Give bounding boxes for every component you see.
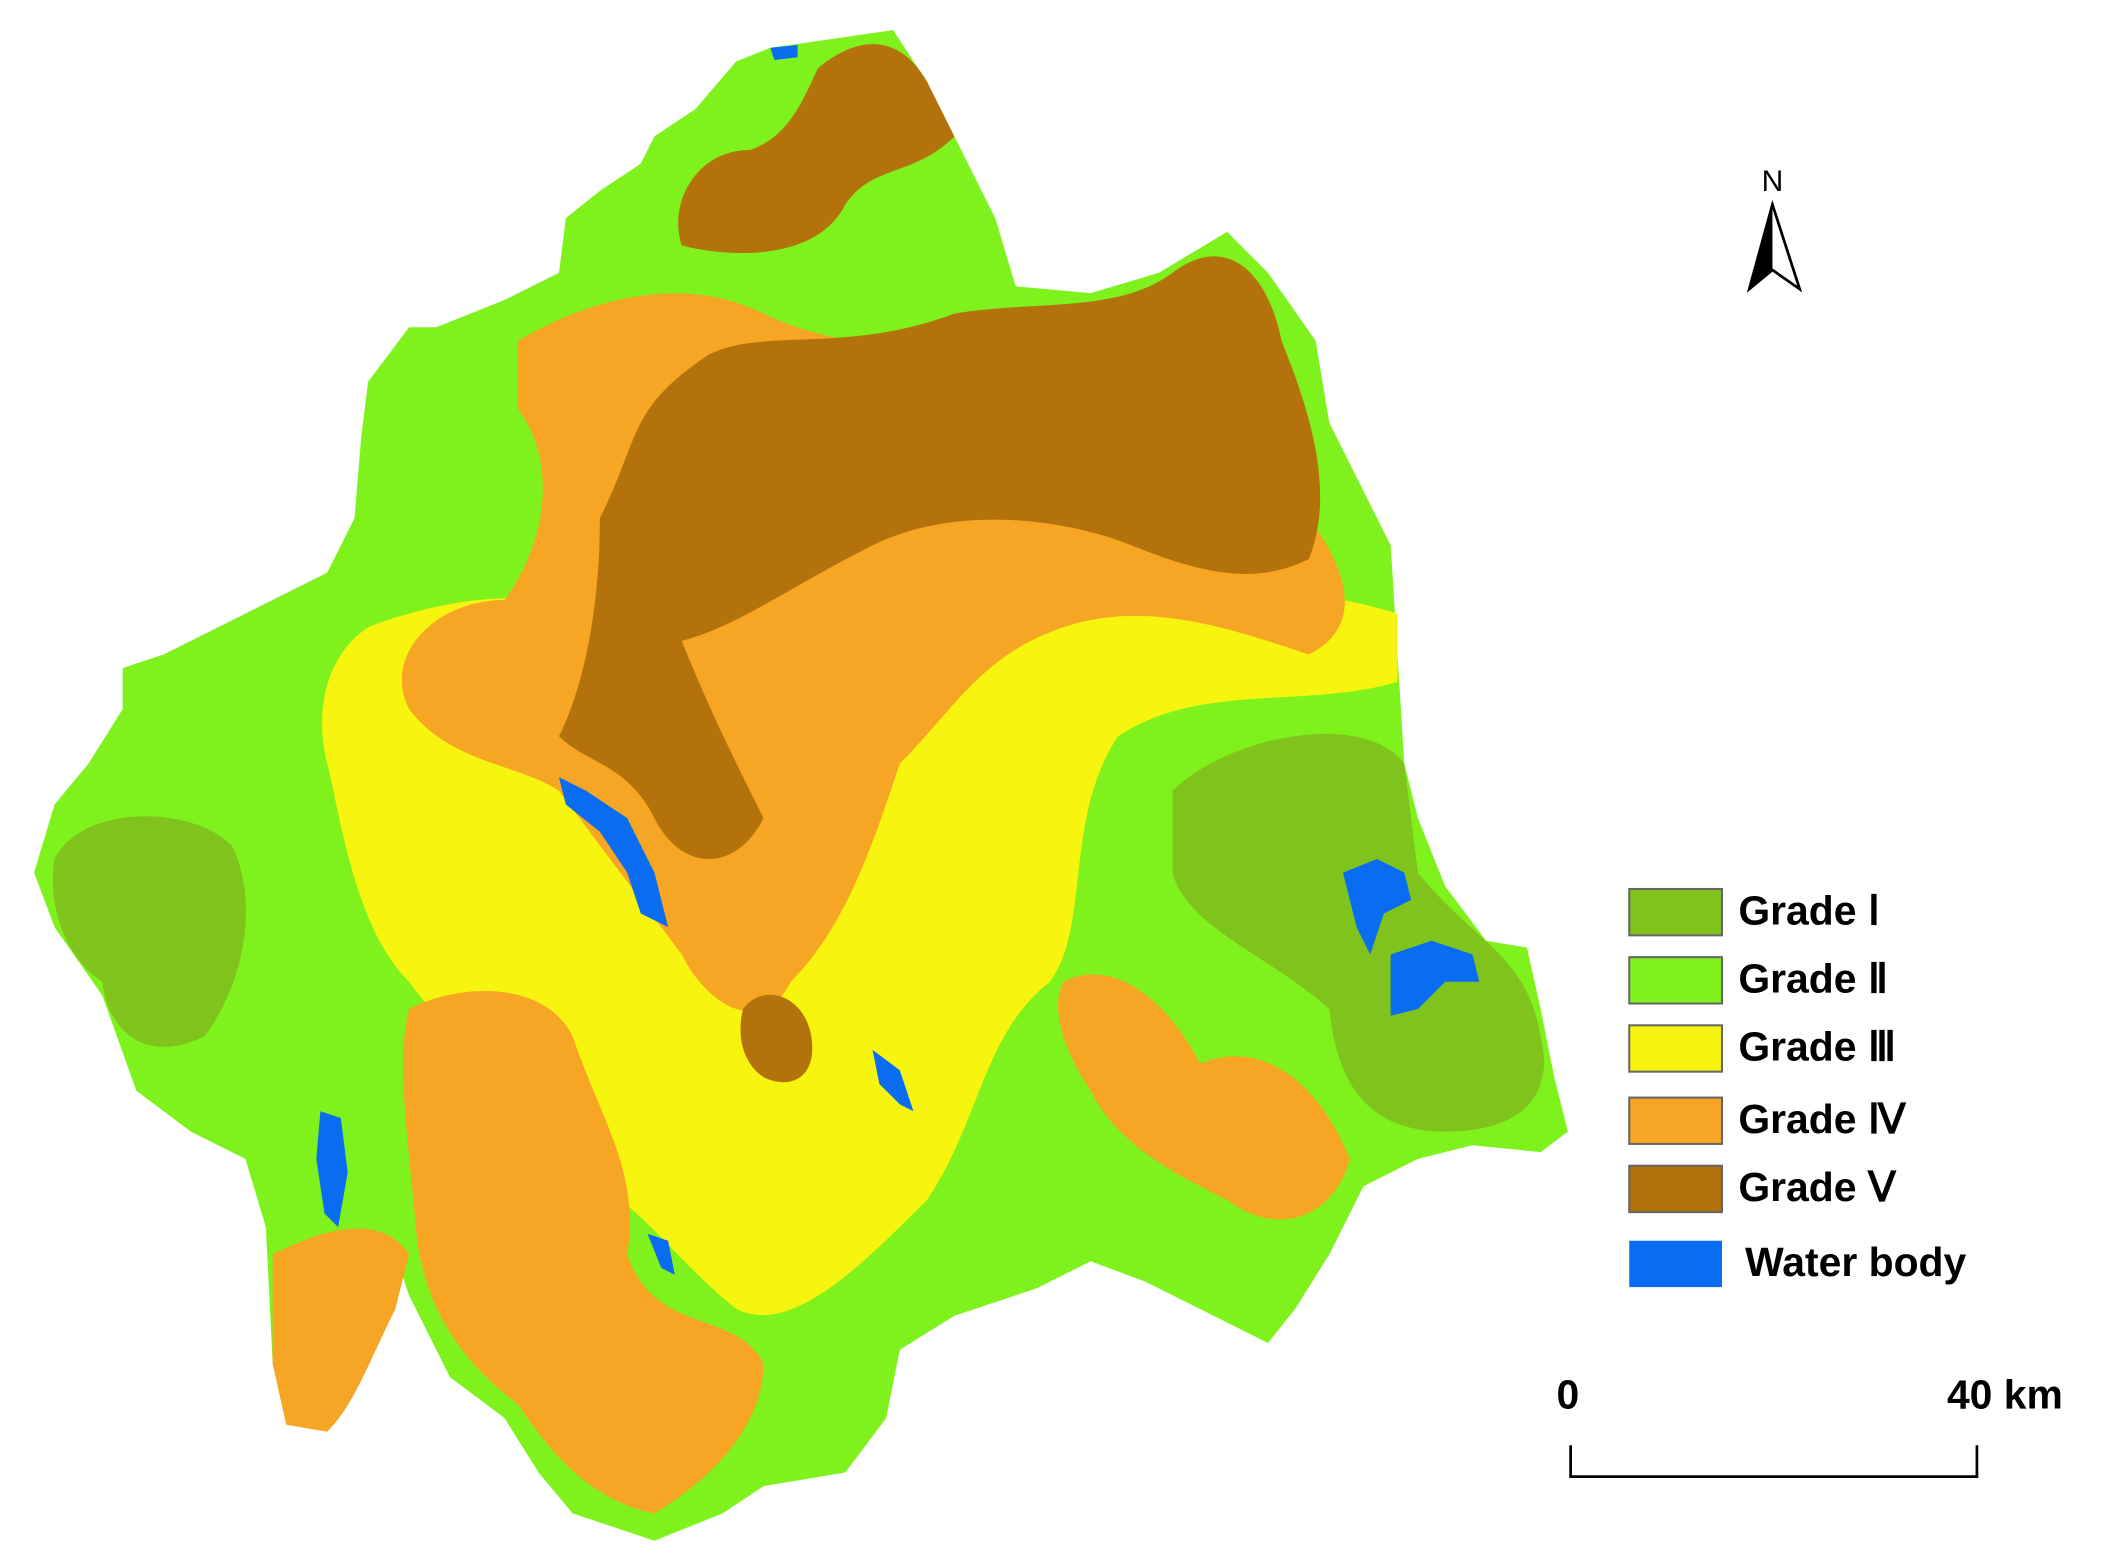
- region-grade-5: [740, 994, 813, 1083]
- region-grade-4: [272, 1228, 410, 1432]
- scale-end: 40 km: [1947, 1371, 2063, 1417]
- arrow-half: [1749, 204, 1773, 290]
- water-body: [1342, 858, 1412, 955]
- region-grade-5: [678, 44, 955, 254]
- region-grade-4: [1058, 974, 1350, 1220]
- water-body: [647, 1233, 675, 1275]
- legend-label: Grade Ⅳ: [1738, 1096, 1907, 1142]
- legend-label: Grade Ⅴ: [1738, 1164, 1897, 1210]
- legend-swatch: [1628, 1164, 1723, 1214]
- map-area: [34, 30, 1568, 1541]
- scale-line: [1569, 1445, 1979, 1478]
- water-body: [770, 45, 798, 61]
- north-label: N: [1762, 165, 1784, 198]
- legend-label: Grade Ⅰ: [1738, 887, 1880, 933]
- legend-swatch: [1628, 956, 1723, 1005]
- legend-label: Grade Ⅲ: [1738, 1024, 1896, 1070]
- region-grade-4: [403, 991, 764, 1514]
- legend-label: Grade Ⅱ: [1738, 955, 1888, 1001]
- water-body: [872, 1049, 914, 1112]
- legend-label: Water body: [1745, 1239, 1966, 1285]
- region-grade-1: [52, 816, 246, 1047]
- legend-swatch: [1628, 1096, 1723, 1145]
- legend: Grade Ⅰ Grade Ⅱ Grade Ⅲ Grade Ⅳ Grade Ⅴ Water…: [1628, 887, 1967, 1288]
- legend-swatch: [1628, 887, 1723, 937]
- water-body: [1390, 940, 1480, 1016]
- region-grade-1: [1172, 733, 1544, 1132]
- region-grade-5: [558, 256, 1321, 859]
- scale-start: 0: [1557, 1371, 1580, 1417]
- water-body: [558, 777, 669, 928]
- water-body: [316, 1111, 348, 1228]
- legend-swatch: [1628, 1024, 1723, 1073]
- legend-swatch: [1629, 1240, 1722, 1288]
- north-arrow: N: [1746, 165, 1803, 293]
- scale-bar: 0 40 km: [1557, 1371, 2063, 1478]
